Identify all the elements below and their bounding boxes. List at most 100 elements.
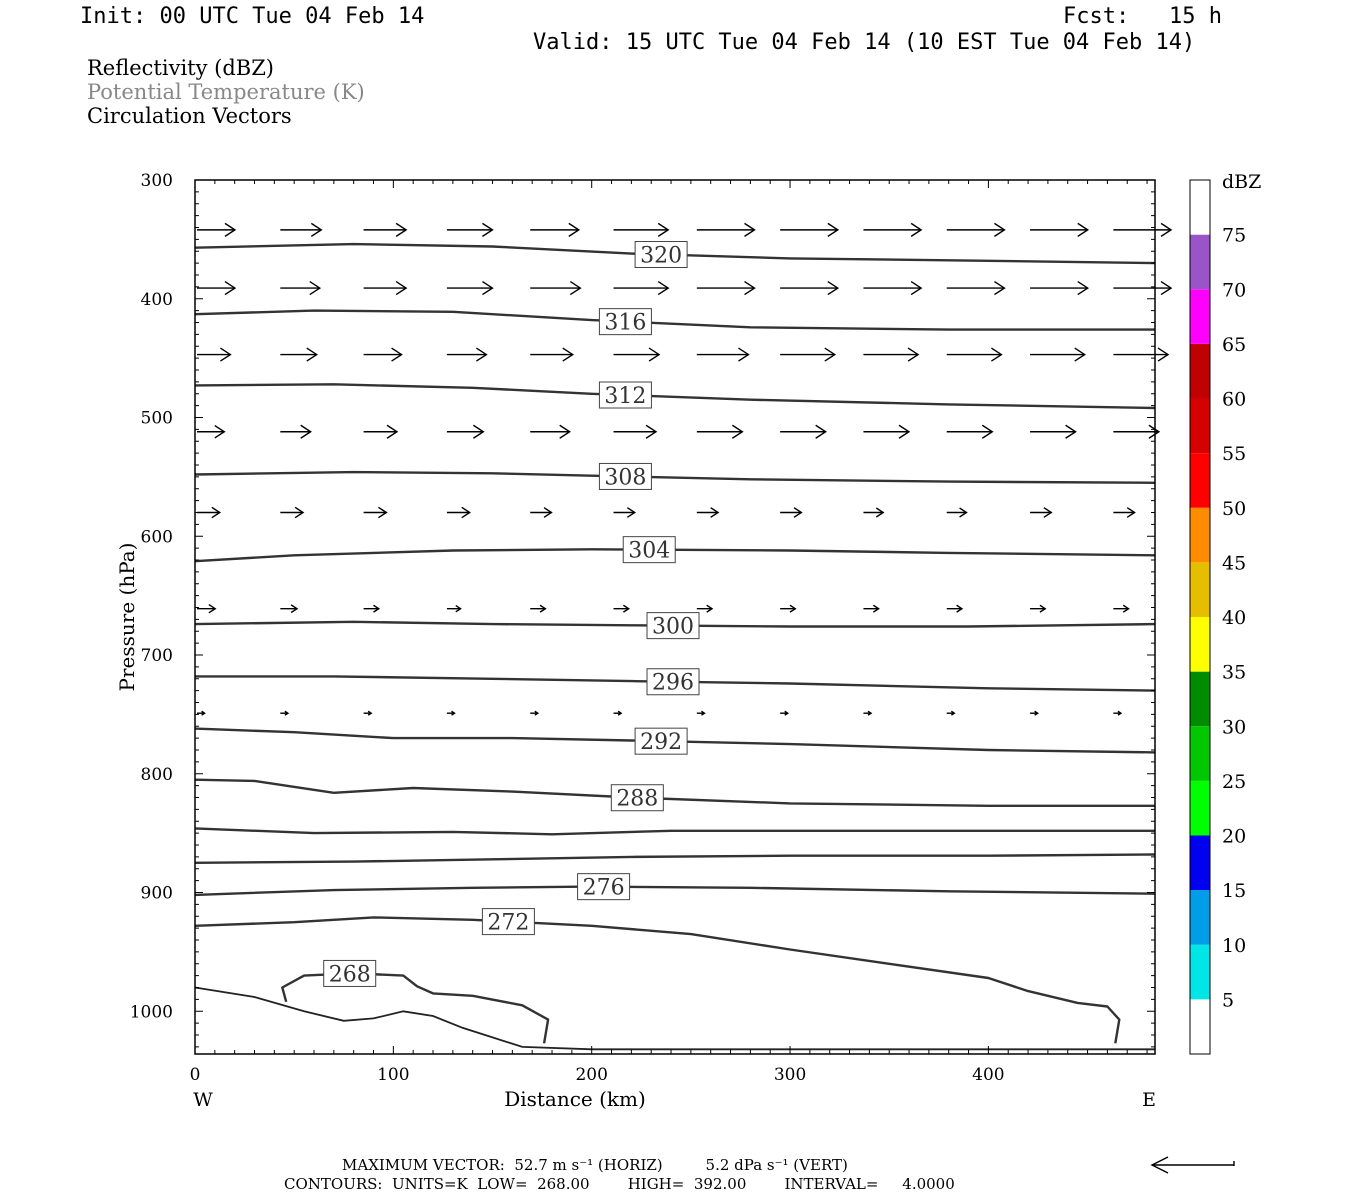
colorbar-label: 30	[1222, 716, 1246, 738]
theta-contours	[194, 242, 1156, 1044]
vector-arrow	[613, 347, 661, 362]
vector-arrow	[1030, 347, 1086, 362]
vector-head	[224, 222, 237, 237]
contour-label-text: 304	[628, 539, 670, 564]
vector-arrow	[530, 222, 581, 237]
vector-arrow	[863, 347, 920, 362]
terrain-line	[194, 986, 1155, 1051]
vector-head	[300, 424, 312, 439]
colorbar-swatch	[1190, 890, 1210, 945]
vector-head	[310, 222, 323, 237]
vector-head	[991, 347, 1003, 362]
colorbar-label: 10	[1222, 935, 1246, 957]
contour-label-292: 292	[634, 727, 688, 755]
vector-head	[220, 347, 232, 362]
vector-arrow	[863, 222, 923, 237]
vector-arrow	[1030, 280, 1090, 296]
vector-head	[950, 710, 956, 716]
vector-arrow	[780, 424, 827, 439]
vector-head	[1043, 507, 1053, 518]
y-tick-label: 600	[141, 527, 173, 547]
vector-head	[867, 710, 873, 716]
vector-head	[738, 347, 750, 362]
vector-arrow	[946, 507, 968, 518]
colorbar-frame	[1189, 179, 1211, 1055]
contour-label-box	[646, 612, 700, 640]
y-tick-label: 1000	[130, 1002, 173, 1022]
vector-head	[395, 280, 408, 296]
vector-head	[1148, 424, 1161, 439]
vector-head	[956, 604, 964, 613]
colorbar-label: 50	[1222, 498, 1246, 520]
ground-line	[194, 986, 1155, 1051]
valid-time: Valid: 15 UTC Tue 04 Feb 14 (10 EST Tue …	[533, 30, 1196, 55]
vector-arrow	[280, 506, 305, 519]
vector-head	[824, 347, 837, 362]
vector-arrow	[1030, 604, 1047, 613]
colorbar-swatch	[1190, 944, 1210, 1000]
title-reflectivity: Reflectivity (dBZ)	[87, 56, 275, 80]
colorbar-label: 15	[1222, 880, 1246, 902]
vector-arrow	[197, 603, 217, 614]
vector-arrow	[946, 280, 1006, 296]
vector-arrow	[197, 222, 237, 237]
colorbar-label: 40	[1222, 607, 1246, 629]
vector-head	[994, 222, 1006, 237]
vector-arrow	[280, 424, 312, 439]
contour-label-320: 320	[634, 241, 688, 269]
vector-arrow	[197, 424, 226, 439]
vector-head	[657, 222, 670, 237]
vector-arrow	[946, 424, 994, 439]
colorbar-swatch	[1190, 671, 1210, 727]
vector-head	[1074, 347, 1086, 362]
reference-vector-head	[1150, 1156, 1169, 1174]
title-potential-temperature: Potential Temperature (K)	[87, 80, 365, 104]
vector-arrow	[1030, 222, 1090, 237]
vector-arrow	[780, 507, 803, 518]
vector-head	[1157, 347, 1170, 362]
vector-arrow	[280, 710, 290, 716]
vector-head	[1077, 222, 1090, 237]
colorbar-swatch	[1190, 726, 1210, 781]
vector-arrow	[197, 506, 222, 519]
vector-head	[981, 424, 994, 439]
vector-head	[706, 604, 714, 613]
vector-arrow	[780, 347, 837, 362]
vector-arrow	[863, 280, 923, 296]
vector-head	[1039, 604, 1047, 613]
vector-head	[701, 710, 706, 716]
colorbar-label: 20	[1222, 826, 1246, 848]
vector-head	[569, 280, 582, 296]
contour-label-box	[646, 668, 700, 696]
vector-arrow	[946, 222, 1006, 237]
theta-contour-292	[194, 727, 1156, 754]
x-tick-label: 0	[190, 1065, 201, 1085]
colorbar-swatch	[1190, 234, 1210, 290]
contour-label-text: 296	[652, 671, 694, 696]
vector-head	[201, 710, 206, 716]
vector-head	[461, 506, 471, 519]
vector-arrow	[1113, 280, 1173, 296]
contour-label-box	[598, 308, 652, 336]
vector-arrow	[530, 710, 540, 716]
colorbar-label: 55	[1222, 443, 1246, 465]
vector-arrow	[280, 222, 323, 237]
vector-arrow	[363, 280, 408, 296]
vector-arrow	[613, 604, 630, 613]
colorbar: 5 10 15 20 25 30 35 40 45 50 55 60 65 70 75 dBZ	[1189, 171, 1261, 1055]
y-tick-label: 300	[141, 171, 173, 191]
vector-head	[472, 424, 485, 439]
vector-arrow	[1030, 507, 1053, 518]
vector-head	[872, 604, 880, 613]
vector-arrow	[863, 604, 880, 613]
colorbar-label: 5	[1222, 989, 1234, 1011]
theta-contour-312	[194, 383, 1156, 410]
contour-label-272: 272	[481, 908, 535, 936]
vector-head	[744, 222, 756, 237]
y-tick-label: 400	[141, 290, 173, 310]
vector-head	[1065, 424, 1077, 439]
vector-arrow	[863, 710, 873, 716]
x-tick-label: 300	[774, 1065, 806, 1085]
contour-label-text: 292	[640, 730, 682, 755]
vector-arrow	[613, 507, 637, 518]
